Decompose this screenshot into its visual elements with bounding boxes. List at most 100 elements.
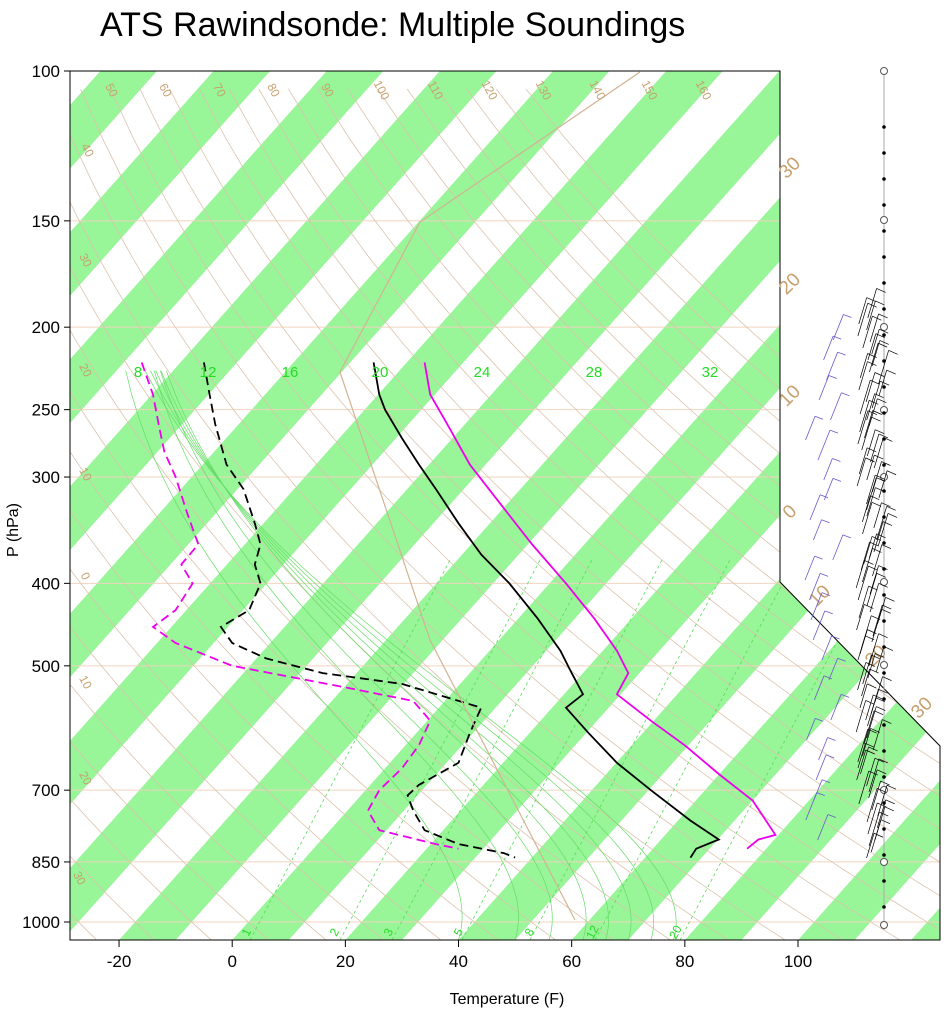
wind-barb-purple xyxy=(821,635,832,661)
wind-barb-purple-flag xyxy=(832,458,841,462)
y-tick-label: 850 xyxy=(32,853,60,872)
dry-adiabat xyxy=(317,88,940,940)
x-tick-label: 60 xyxy=(562,952,581,971)
wind-barb-purple-flag xyxy=(828,375,837,379)
wind-barb-purple-flag xyxy=(837,351,846,356)
wind-barb-purple-flag xyxy=(821,779,831,784)
wind-barb-flag xyxy=(877,342,888,348)
dry-adiabat-label: 40 xyxy=(78,141,97,160)
dry-adiabat xyxy=(70,88,269,940)
wind-barb-purple-flag xyxy=(819,494,829,499)
wind-barb-purple-flag xyxy=(837,657,846,662)
wind-barb-flag xyxy=(874,757,885,763)
y-axis-label: P (hPa) xyxy=(5,503,22,557)
wind-barb xyxy=(867,697,877,727)
wind-barb-purple xyxy=(823,458,833,481)
wind-barb xyxy=(866,429,876,457)
dry-adiabat-label: 90 xyxy=(318,81,337,100)
wind-barb-flag xyxy=(885,597,895,602)
barb-dot xyxy=(882,879,886,883)
wind-barb-flag xyxy=(865,635,875,641)
wind-barb xyxy=(857,635,866,661)
wind-barb-purple-flag xyxy=(827,737,836,741)
barb-dot xyxy=(882,489,886,493)
wind-barb-flag xyxy=(881,544,892,549)
temp-band xyxy=(684,71,940,940)
temp-band xyxy=(70,71,305,940)
wind-barb-flag xyxy=(878,582,888,588)
wind-barb xyxy=(865,694,874,721)
dry-adiabat xyxy=(199,88,940,940)
wind-barb-purple-flag xyxy=(842,534,851,539)
wind-barb-flag xyxy=(876,706,886,711)
wind-barb xyxy=(862,316,873,349)
sounding-line xyxy=(372,362,721,859)
wind-barb xyxy=(862,548,873,583)
dry-adiabat xyxy=(70,88,843,940)
dry-adiabat-label: 70 xyxy=(210,81,229,100)
wind-barb-flag xyxy=(882,521,893,526)
dry-adiabat xyxy=(70,88,728,940)
wind-barb xyxy=(857,565,869,601)
wind-barb-flag xyxy=(875,429,885,434)
barb-dot xyxy=(882,203,886,207)
wind-barb-flag xyxy=(865,742,875,748)
wind-barb-flag xyxy=(882,604,892,610)
x-axis: -20 0 20 40 60 80 100 xyxy=(107,940,812,971)
wind-barb-flag xyxy=(874,454,884,460)
wind-barb xyxy=(859,353,868,379)
wind-barb-flag xyxy=(878,565,888,570)
y-tick-label: 300 xyxy=(32,468,60,487)
wind-barb-purple-flag xyxy=(814,415,824,420)
barb-dot xyxy=(882,853,886,857)
mixing-ratio-label: 5 xyxy=(451,926,467,939)
sounding-line xyxy=(423,362,777,850)
wind-barb-flag xyxy=(882,719,892,724)
wind-barb-flag xyxy=(876,572,886,578)
wind-barb xyxy=(862,728,872,757)
wind-barb-flag xyxy=(888,349,898,355)
wind-barb-flag xyxy=(883,646,894,651)
left-edge-label: 30 xyxy=(70,869,89,888)
wind-barb-flag xyxy=(886,505,896,511)
dry-adiabat xyxy=(228,88,940,940)
calm-circle xyxy=(880,473,888,481)
dry-adiabat xyxy=(70,88,212,940)
barb-dot xyxy=(882,333,886,337)
wind-barb xyxy=(871,329,880,355)
dry-adiabat xyxy=(80,88,901,940)
wind-barb xyxy=(857,729,869,763)
y-tick-label: 100 xyxy=(32,62,60,81)
wind-barb xyxy=(866,454,875,481)
wind-barb-purple-flag xyxy=(820,573,829,577)
wind-barbs xyxy=(804,67,898,930)
wind-barb-flag xyxy=(867,728,877,734)
y-axis: 100 150 200 250 300 400 500 700 850 1000 xyxy=(22,62,70,932)
wind-barb xyxy=(878,350,889,385)
wind-barb-purple xyxy=(813,519,822,541)
wind-barb-purple-flag xyxy=(821,519,830,524)
wind-barb-purple-flag xyxy=(815,717,824,722)
wind-barb xyxy=(857,410,869,445)
barb-dot xyxy=(882,619,886,623)
wind-barb xyxy=(866,487,876,517)
wind-barb xyxy=(860,746,869,775)
wind-barb-purple-flag xyxy=(824,610,833,615)
wind-barb-flag xyxy=(868,770,878,776)
dry-adiabat xyxy=(70,88,327,940)
x-tick-label: -20 xyxy=(107,952,132,971)
wind-barb-flag xyxy=(876,769,887,775)
wind-barb-flag xyxy=(869,541,879,547)
wind-barb xyxy=(866,706,877,739)
wind-barb-purple-flag xyxy=(832,335,842,340)
x-tick-label: 40 xyxy=(449,952,468,971)
barb-dot xyxy=(882,151,886,155)
wind-barb-purple-flag xyxy=(843,314,852,318)
dry-adiabat xyxy=(70,88,384,940)
x-tick-label: 100 xyxy=(784,952,812,971)
dry-adiabat xyxy=(109,88,940,940)
dry-adiabat xyxy=(70,88,786,940)
wind-barb-flag xyxy=(878,758,889,764)
wind-barb-flag xyxy=(865,457,875,463)
wind-barb-flag xyxy=(866,297,876,302)
